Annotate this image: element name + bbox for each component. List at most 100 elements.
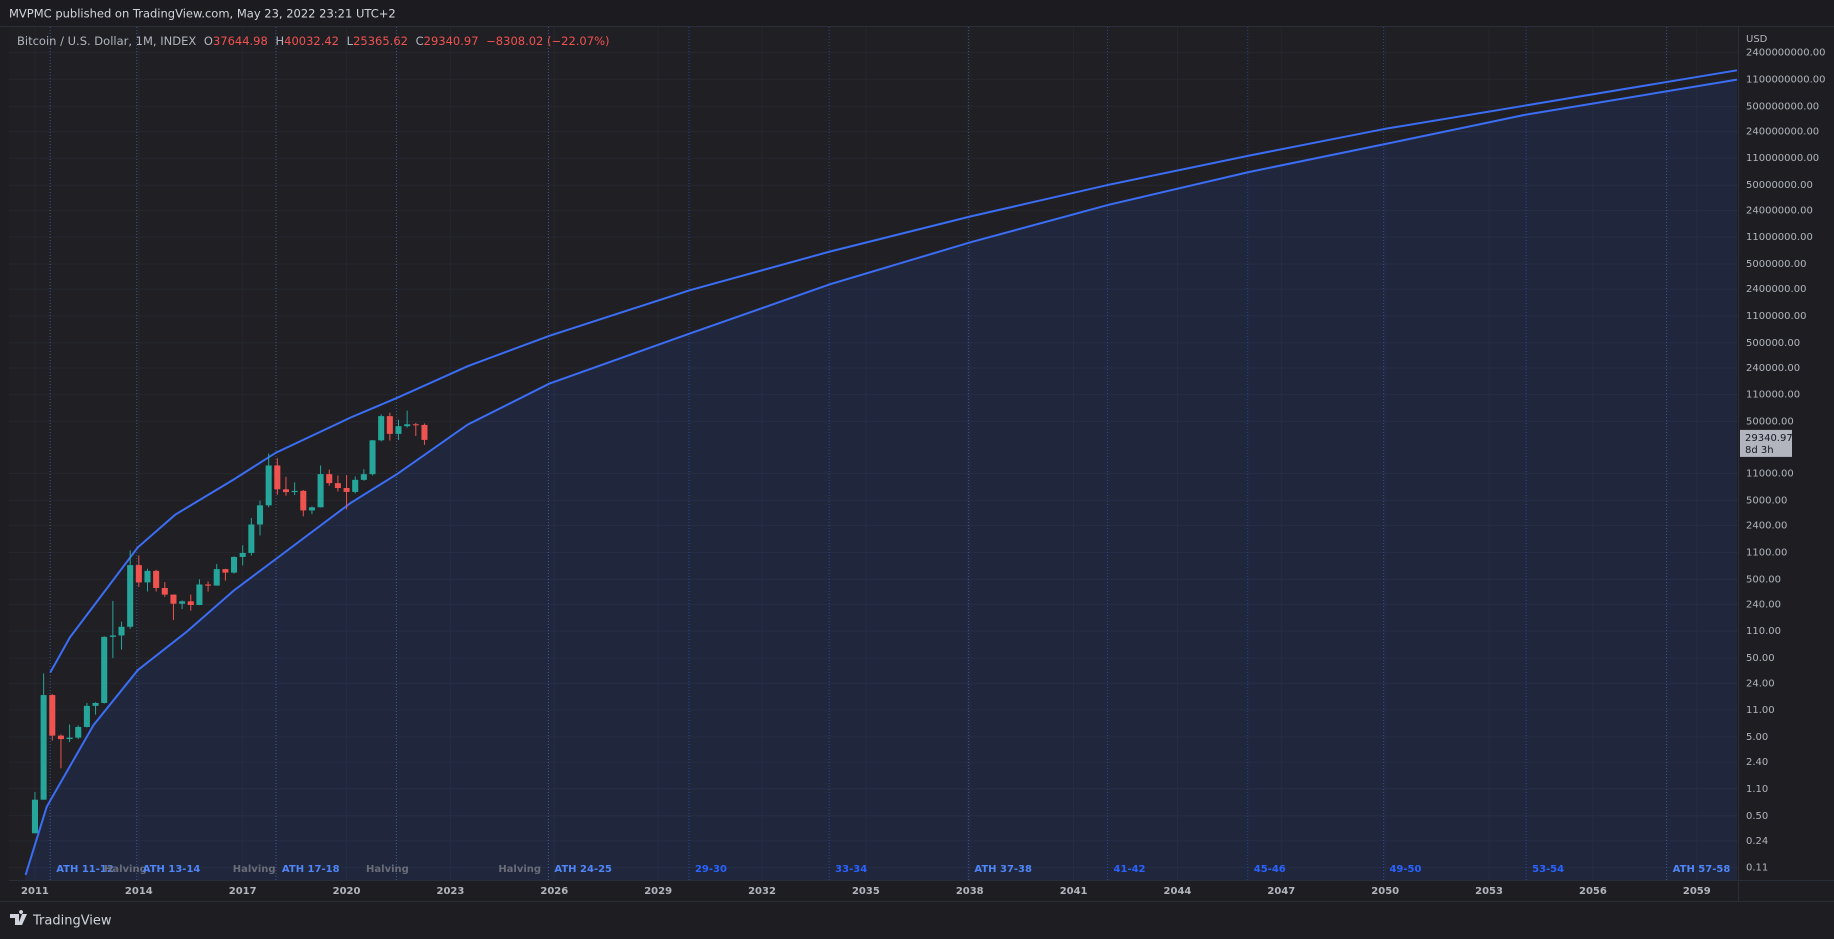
- y-tick-label: 50000000.00: [1746, 180, 1813, 191]
- legend-header: Bitcoin / U.S. Dollar, 1M, INDEX O37644.…: [17, 34, 609, 48]
- change: −8308.02 (−22.07%): [486, 34, 609, 48]
- event-label: ATH 24-25: [554, 864, 612, 875]
- event-label: 33-34: [835, 864, 867, 875]
- event-label: Halving: [233, 864, 276, 875]
- ohlc-key: O: [204, 34, 213, 48]
- candle-body: [334, 483, 341, 489]
- candle-body: [40, 695, 47, 800]
- candle-body: [135, 565, 142, 583]
- x-tick-label: 2017: [229, 886, 257, 897]
- candle-body: [352, 479, 359, 492]
- candle-body: [395, 426, 402, 434]
- x-tick-label: 2041: [1060, 886, 1088, 897]
- candle-body: [360, 474, 367, 480]
- y-tick-label: 2400.00: [1746, 521, 1787, 532]
- y-tick-label: 1100000.00: [1746, 311, 1806, 322]
- x-tick-label: 2011: [21, 886, 49, 897]
- y-tick-label: 50000.00: [1746, 417, 1794, 428]
- candle-body: [75, 726, 82, 738]
- x-tick-label: 2038: [956, 886, 984, 897]
- y-tick-label: 2.40: [1746, 757, 1768, 768]
- candle-body: [404, 424, 411, 427]
- event-label: Halving: [498, 864, 541, 875]
- brand: TradingView: [32, 914, 112, 929]
- x-tick-label: 2056: [1579, 886, 1607, 897]
- y-tick-label: 1100000000.00: [1746, 74, 1826, 85]
- x-tick-label: 2023: [437, 886, 465, 897]
- band-area: [25, 79, 1738, 881]
- plot-area: [9, 27, 1738, 880]
- candle-body: [31, 799, 38, 834]
- y-tick-label: 11000000.00: [1746, 232, 1813, 243]
- event-label: Halving: [104, 864, 147, 875]
- candle-body: [92, 702, 99, 706]
- candle-body: [213, 569, 220, 586]
- x-tick-label: 2044: [1164, 886, 1192, 897]
- y-tick-label: 0.24: [1746, 836, 1768, 847]
- candle-body: [127, 565, 134, 627]
- x-tick-label: 2020: [333, 886, 361, 897]
- candle-body: [109, 635, 116, 637]
- y-tick-label: 110.00: [1746, 626, 1781, 637]
- price-label: 29340.97: [1745, 433, 1793, 444]
- event-label: 29-30: [695, 864, 727, 875]
- candle-body: [205, 584, 212, 586]
- candle-body: [265, 465, 272, 506]
- x-tick-label: 2050: [1371, 886, 1399, 897]
- y-tick-label: 11.00: [1746, 705, 1775, 716]
- y-tick-label: 1.10: [1746, 784, 1768, 795]
- candle-body: [161, 587, 168, 595]
- event-label: ATH 17-18: [282, 864, 340, 875]
- y-tick-label: 240000.00: [1746, 363, 1800, 374]
- candle-body: [187, 601, 194, 606]
- candle-body: [144, 570, 151, 583]
- plot-layer: 2400000000.00 1100000000.00 500000000.00 24…: [9, 27, 1826, 897]
- x-tick-label: 2035: [852, 886, 880, 897]
- ohlc-key: L: [347, 34, 354, 48]
- logo: [10, 910, 27, 925]
- candle-body: [118, 626, 125, 636]
- y-tick-label: 500.00: [1746, 574, 1781, 585]
- candle-body: [239, 552, 246, 557]
- y-tick-label: 1100.00: [1746, 547, 1787, 558]
- top-bar: [0, 0, 1834, 26]
- y-tick-label: 500000000.00: [1746, 101, 1819, 112]
- candle-body: [308, 507, 315, 511]
- candle-body: [231, 556, 238, 573]
- candle-body: [386, 416, 393, 434]
- candle-body: [49, 695, 56, 736]
- x-tick-label: 2047: [1267, 886, 1295, 897]
- currency: USD: [1746, 34, 1768, 45]
- y-tick-label: 24000000.00: [1746, 205, 1813, 216]
- countdown: 8d 3h: [1745, 445, 1774, 456]
- y-tick-label: 24.00: [1746, 678, 1775, 689]
- y-tick-label: 5000.00: [1746, 495, 1787, 506]
- band-line: [24, 78, 1738, 876]
- candle-body: [412, 424, 419, 426]
- candle-body: [326, 474, 333, 484]
- candle-body: [256, 505, 264, 525]
- x-tick-label: 2026: [540, 886, 568, 897]
- event-label: Halving: [366, 864, 409, 875]
- y-tick-label: 0.11: [1746, 863, 1768, 874]
- y-tick-label: 0.50: [1746, 811, 1768, 822]
- candle-body: [282, 489, 290, 493]
- candle-body: [369, 440, 376, 475]
- x-tick-label: 2014: [125, 886, 153, 897]
- x-tick-label: 2029: [644, 886, 672, 897]
- event-label: 41-42: [1114, 864, 1146, 875]
- candle-body: [421, 424, 428, 440]
- ohlc-value: 37644.98: [213, 34, 268, 48]
- y-tick-label: 5000000.00: [1746, 259, 1806, 270]
- y-tick-label: 2400000000.00: [1746, 48, 1826, 59]
- byline: MVPMC published on TradingView.com, May …: [9, 7, 396, 21]
- logo-mark: [10, 910, 27, 925]
- y-tick-label: 240.00: [1746, 599, 1781, 610]
- candle-body: [153, 570, 160, 588]
- candle-body: [222, 569, 229, 573]
- event-label: ATH 37-38: [974, 864, 1032, 875]
- ohlc-key: C: [416, 34, 424, 48]
- event-label: ATH 11-12: [56, 864, 114, 875]
